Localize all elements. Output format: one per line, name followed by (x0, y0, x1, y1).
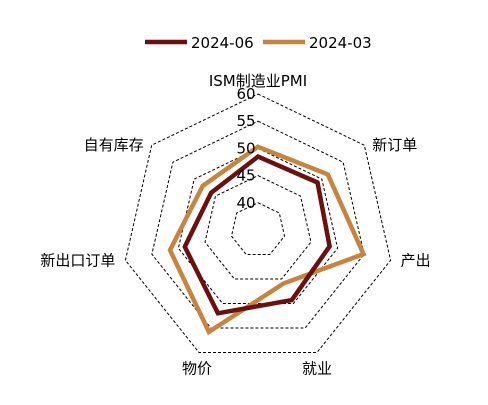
tick-label-60: 60 (236, 85, 255, 103)
tick-label-40: 40 (236, 194, 255, 212)
axis-label-1: 新订单 (372, 136, 417, 154)
series-2024-06 (182, 154, 332, 316)
axis-label-5: 新出口订单 (40, 251, 115, 269)
series-layer (167, 144, 367, 336)
axis-label-3: 就业 (302, 360, 332, 378)
legend-label-2024-03: 2024-03 (309, 34, 372, 52)
grid-ring-60 (124, 93, 392, 353)
tick-label-45: 45 (236, 167, 255, 185)
tick-labels: 40 45 50 55 60 (236, 85, 255, 212)
axis-label-4: 物价 (182, 360, 212, 378)
grid-ring-55 (151, 120, 365, 329)
axis-label-2: 产出 (401, 251, 431, 269)
grid-ring-50 (177, 147, 339, 304)
axis-label-6: 自有库存 (84, 136, 144, 154)
tick-label-50: 50 (236, 139, 255, 157)
grid-ring-45 (204, 175, 312, 280)
legend: 2024-06 2024-03 (145, 34, 372, 52)
grid (124, 93, 392, 353)
axis-label-0: ISM制造业PMI (209, 72, 307, 90)
tick-label-55: 55 (236, 112, 255, 130)
legend-label-2024-06: 2024-06 (191, 34, 254, 52)
grid-ring-40 (230, 202, 286, 255)
